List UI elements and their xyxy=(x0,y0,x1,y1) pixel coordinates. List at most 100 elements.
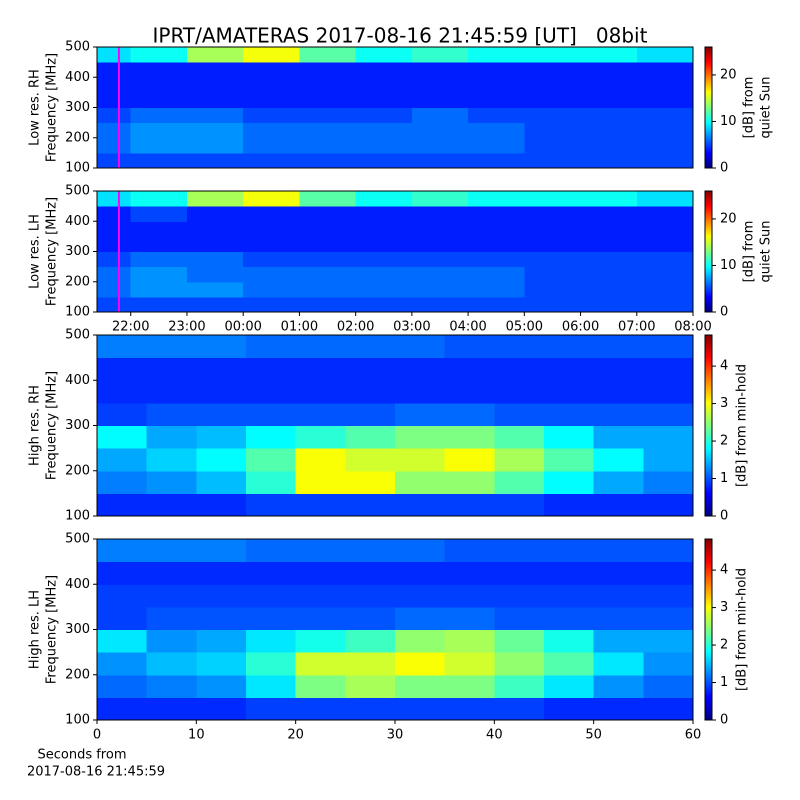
heatmap-cell xyxy=(130,152,188,169)
heatmap-cell xyxy=(130,107,188,124)
heatmap-cell xyxy=(580,122,638,139)
heatmap-cell xyxy=(580,77,638,93)
heatmap-cell xyxy=(97,539,148,563)
heatmap-cell xyxy=(246,561,297,585)
heatmap-cell xyxy=(130,191,188,207)
y-tick-label: 500 xyxy=(65,328,90,343)
heatmap-cell xyxy=(146,357,197,381)
heatmap-cell xyxy=(643,629,694,653)
heatmap-cell xyxy=(524,221,582,237)
heatmap-cell xyxy=(130,266,188,283)
heatmap-cell xyxy=(295,425,346,449)
heatmap-cell xyxy=(544,448,595,472)
heatmap-cell xyxy=(246,584,297,608)
heatmap-cell xyxy=(580,47,638,63)
heatmap-cell xyxy=(643,674,694,698)
heatmap-cell xyxy=(196,697,247,721)
heatmap-cell xyxy=(186,251,244,268)
heatmap-cell xyxy=(411,137,469,154)
x-tick-label: 20 xyxy=(287,728,304,743)
heatmap-cell xyxy=(196,380,247,404)
heatmap-cell xyxy=(411,77,469,93)
heatmap-cell xyxy=(196,425,247,449)
heatmap-cell xyxy=(544,584,595,608)
colorbar-tick-label: 0 xyxy=(720,161,728,176)
heatmap-cell xyxy=(468,77,525,93)
heatmap-cell xyxy=(643,652,694,676)
heatmap-cell xyxy=(643,357,694,381)
heatmap-cell xyxy=(494,652,545,676)
heatmap-cell xyxy=(186,236,244,252)
heatmap-cell xyxy=(355,107,413,124)
y-tick-label: 200 xyxy=(65,463,90,478)
heatmap-cell xyxy=(636,92,694,108)
x-tick-label: 00:00 xyxy=(224,320,261,335)
heatmap-cell xyxy=(299,77,357,93)
colorbar-label: [dB] from xyxy=(742,221,757,283)
heatmap-cell xyxy=(468,107,525,124)
heatmap-cell xyxy=(444,380,495,404)
y-tick-label: 200 xyxy=(65,667,90,682)
heatmap-cell xyxy=(355,152,413,169)
heatmap-cell xyxy=(299,137,357,154)
heatmap-cell xyxy=(395,652,446,676)
colorbar-tick-label: 10 xyxy=(720,114,737,129)
heatmap-cell xyxy=(295,448,346,472)
heatmap-cell xyxy=(299,296,357,313)
heatmap-cell xyxy=(196,584,247,608)
heatmap-cell xyxy=(524,122,582,139)
heatmap-cell xyxy=(345,561,396,585)
heatmap-cell xyxy=(295,584,346,608)
heatmap-cell xyxy=(196,402,247,426)
y-axis-label: Frequency [MHz] xyxy=(45,53,60,162)
heatmap-cell xyxy=(544,470,595,494)
heatmap-cell xyxy=(97,47,132,63)
heatmap-cell xyxy=(146,402,197,426)
heatmap-cell xyxy=(246,357,297,381)
colorbar-tick-label: 20 xyxy=(720,67,737,82)
heatmap-cell xyxy=(130,62,188,78)
heatmap-cell xyxy=(593,674,644,698)
x-axis-label: 2017-08-16 21:45:59 xyxy=(27,765,165,780)
heatmap-cell xyxy=(97,251,132,268)
heatmap-cell xyxy=(97,380,148,404)
heatmap-cell xyxy=(580,92,638,108)
x-tick-label: 40 xyxy=(486,728,503,743)
heatmap-cell xyxy=(146,606,197,630)
heatmap-cell xyxy=(411,296,469,313)
heatmap-cell xyxy=(636,152,694,169)
heatmap-cell xyxy=(246,425,297,449)
x-tick-label: 30 xyxy=(387,728,404,743)
heatmap-cell xyxy=(186,191,244,207)
y-tick-label: 200 xyxy=(65,130,90,145)
colorbar xyxy=(704,538,713,721)
colorbar xyxy=(704,190,713,313)
heatmap-cell xyxy=(524,47,582,63)
heatmap-cell xyxy=(196,335,247,359)
heatmap-cell xyxy=(243,47,300,63)
heatmap-cell xyxy=(544,425,595,449)
colorbar-tick-label: 2 xyxy=(720,434,728,449)
heatmap-cell xyxy=(643,448,694,472)
heatmap-cell xyxy=(636,236,694,252)
heatmap-cell xyxy=(345,539,396,563)
heatmap-cell xyxy=(130,206,188,222)
heatmap-cell xyxy=(395,470,446,494)
heatmap-cell xyxy=(186,281,244,298)
colorbar-label: quiet Sun xyxy=(759,220,774,282)
heatmap-cell xyxy=(196,493,247,517)
colorbar xyxy=(704,46,713,169)
heatmap-cell xyxy=(395,561,446,585)
heatmap-cell xyxy=(544,493,595,517)
heatmap-cell xyxy=(580,266,638,283)
heatmap-cell xyxy=(295,697,346,721)
heatmap-cell xyxy=(411,266,469,283)
heatmap-cell xyxy=(494,674,545,698)
heatmap-cell xyxy=(146,470,197,494)
heatmap-cell xyxy=(494,606,545,630)
heatmap-cell xyxy=(97,62,132,78)
heatmap-cell xyxy=(636,137,694,154)
heatmap-cell xyxy=(593,470,644,494)
heatmap-cell xyxy=(444,357,495,381)
